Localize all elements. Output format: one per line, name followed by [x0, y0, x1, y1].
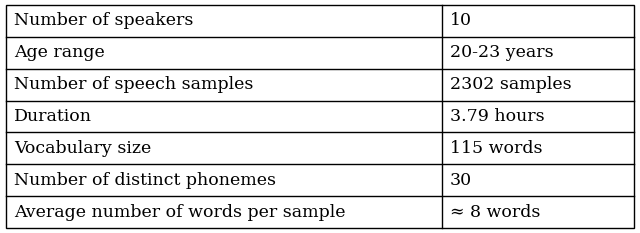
Text: 10: 10	[450, 12, 472, 29]
Text: 2302 samples: 2302 samples	[450, 76, 572, 93]
Text: ≈ 8 words: ≈ 8 words	[450, 204, 540, 221]
Text: Number of distinct phonemes: Number of distinct phonemes	[14, 172, 276, 189]
Text: Average number of words per sample: Average number of words per sample	[14, 204, 346, 221]
Text: Number of speech samples: Number of speech samples	[14, 76, 253, 93]
Text: 30: 30	[450, 172, 472, 189]
Text: Number of speakers: Number of speakers	[14, 12, 193, 29]
Text: 20-23 years: 20-23 years	[450, 44, 554, 61]
Text: Age range: Age range	[14, 44, 105, 61]
Text: 3.79 hours: 3.79 hours	[450, 108, 545, 125]
Text: Duration: Duration	[14, 108, 92, 125]
Text: 115 words: 115 words	[450, 140, 543, 157]
Text: Vocabulary size: Vocabulary size	[14, 140, 151, 157]
